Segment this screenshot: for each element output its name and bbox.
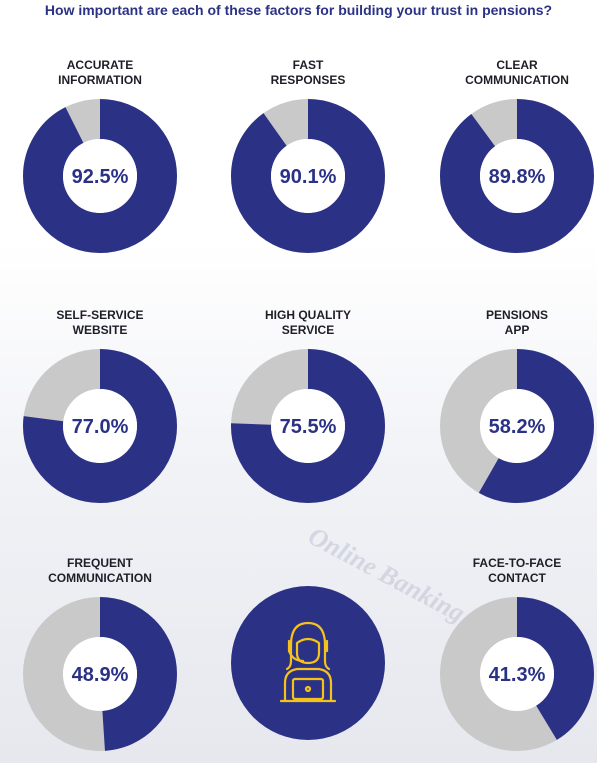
category-label-line: FREQUENT bbox=[67, 556, 133, 570]
category-label-line: FAST bbox=[292, 58, 324, 72]
value-label: 92.5% bbox=[72, 166, 129, 188]
donut-value-arc bbox=[231, 349, 385, 503]
value-label: 89.8% bbox=[489, 166, 546, 188]
page-title: How important are each of these factors … bbox=[44, 2, 553, 18]
category-label-line: INFORMATION bbox=[58, 73, 142, 87]
category-label: FREQUENT COMMUNICATION bbox=[15, 556, 185, 586]
category-label: FAST RESPONSES bbox=[223, 58, 393, 88]
category-label-line: COMMUNICATION bbox=[48, 571, 152, 585]
donut-hole bbox=[480, 637, 554, 711]
value-label: 77.0% bbox=[72, 416, 129, 438]
donut-chart: 75.5% bbox=[231, 349, 385, 503]
donut-hole bbox=[63, 139, 137, 213]
category-label: CLEAR COMMUNICATION bbox=[432, 58, 597, 88]
donut-chart: 58.2% bbox=[440, 349, 594, 503]
category-label-line: WEBSITE bbox=[72, 323, 128, 337]
category-label-line: SERVICE bbox=[281, 323, 335, 337]
donut-chart: 89.8% bbox=[440, 99, 594, 253]
category-label-line: SELF-SERVICE bbox=[56, 308, 144, 322]
category-label-line: ACCURATE bbox=[66, 58, 134, 72]
category-label-line: CLEAR bbox=[496, 58, 538, 72]
category-label-line: FACE-TO-FACE bbox=[472, 556, 562, 570]
category-label-line: RESPONSES bbox=[270, 73, 346, 87]
donut-chart: 92.5% bbox=[23, 99, 177, 253]
donut-hole bbox=[271, 389, 345, 463]
donut-hole bbox=[271, 139, 345, 213]
donut-value-arc bbox=[23, 597, 177, 751]
donut-chart: 48.9% bbox=[23, 597, 177, 751]
donut-value-arc bbox=[440, 99, 594, 253]
category-label-line: HIGH QUALITY bbox=[265, 308, 351, 322]
category-label: FACE-TO-FACE CONTACT bbox=[432, 556, 597, 586]
donut-chart: 41.3% bbox=[440, 597, 594, 751]
category-label-line: COMMUNICATION bbox=[465, 73, 569, 87]
donut-value-arc bbox=[23, 99, 177, 253]
donut-value-arc bbox=[440, 349, 594, 503]
donut-chart: 77.0% bbox=[23, 349, 177, 503]
value-label: 48.9% bbox=[72, 664, 129, 686]
category-label-line: PENSIONS bbox=[485, 308, 548, 322]
donut-hole bbox=[63, 389, 137, 463]
donut-value-arc bbox=[231, 99, 385, 253]
donut-hole bbox=[480, 389, 554, 463]
value-label: 41.3% bbox=[489, 664, 546, 686]
value-label: 58.2% bbox=[489, 416, 546, 438]
donut-hole bbox=[63, 637, 137, 711]
category-label: ACCURATE INFORMATION bbox=[15, 58, 185, 88]
donut-value-arc bbox=[23, 349, 177, 503]
donut-value-arc bbox=[440, 597, 594, 751]
category-label-line: APP bbox=[504, 323, 530, 337]
category-label: SELF-SERVICE WEBSITE bbox=[15, 308, 185, 338]
value-label: 75.5% bbox=[280, 416, 337, 438]
category-label-line: CONTACT bbox=[488, 571, 546, 585]
category-label: HIGH QUALITY SERVICE bbox=[223, 308, 393, 338]
donut-chart: 90.1% bbox=[231, 99, 385, 253]
value-label: 90.1% bbox=[280, 166, 337, 188]
category-label: PENSIONS APP bbox=[432, 308, 597, 338]
person-with-headset-at-laptop-icon bbox=[231, 586, 385, 740]
donut-hole bbox=[480, 139, 554, 213]
